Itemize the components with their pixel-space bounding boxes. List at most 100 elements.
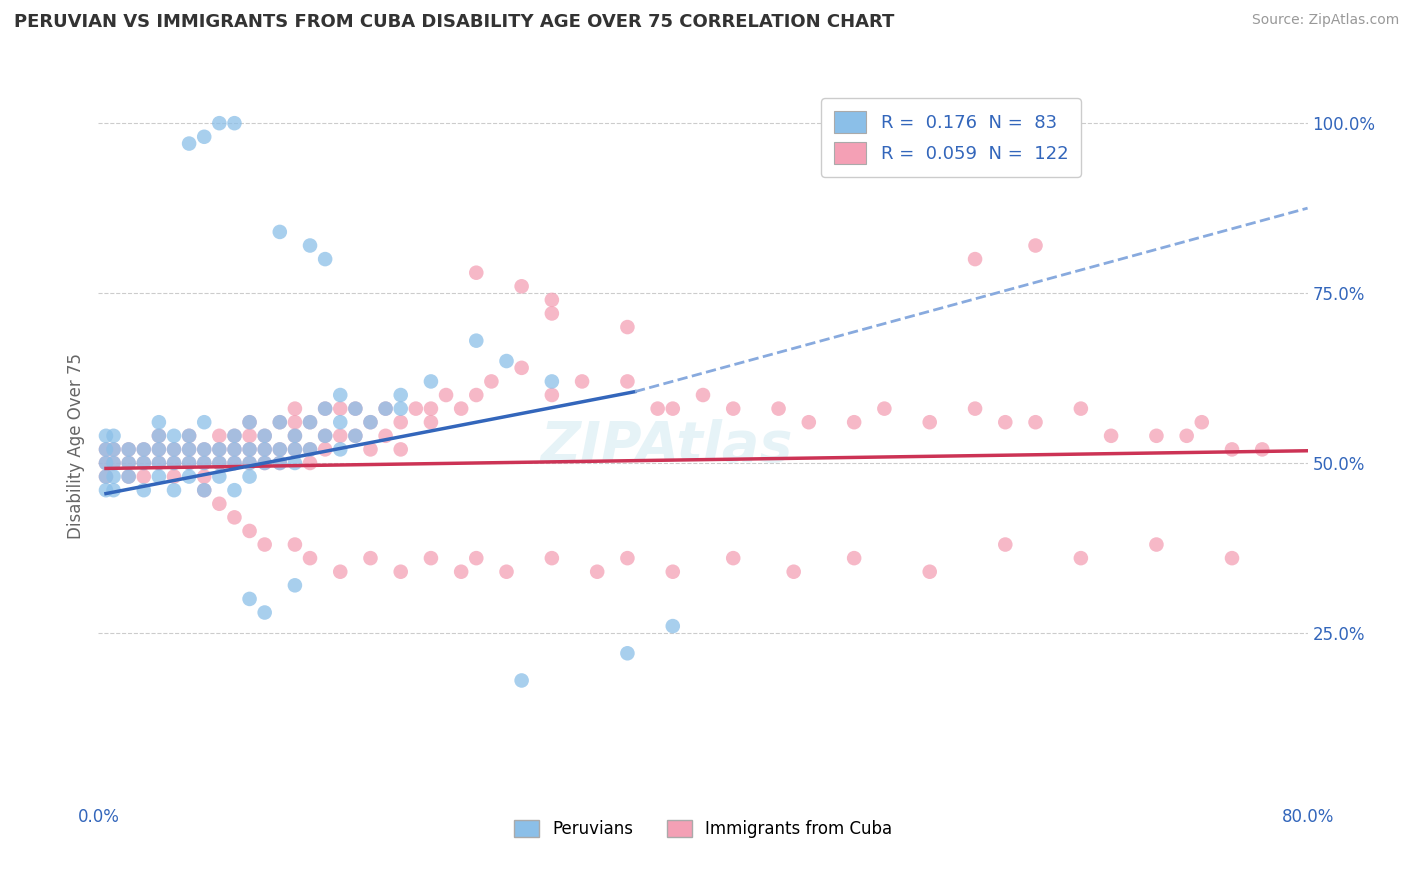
Point [208, 497, 231, 511]
Point [193, 129, 215, 144]
Point [239, 456, 262, 470]
Point [768, 401, 790, 416]
Point [239, 456, 262, 470]
Point [1099, 429, 1122, 443]
Point [844, 415, 866, 429]
Point [94, 429, 117, 443]
Text: PERUVIAN VS IMMIGRANTS FROM CUBA DISABILITY AGE OVER 75 CORRELATION CHART: PERUVIAN VS IMMIGRANTS FROM CUBA DISABIL… [14, 13, 894, 31]
Point [1251, 442, 1274, 457]
Point [965, 401, 987, 416]
Point [269, 415, 291, 429]
Point [118, 469, 141, 483]
Point [299, 415, 322, 429]
Point [299, 456, 322, 470]
Point [374, 401, 396, 416]
Point [103, 483, 125, 498]
Point [873, 401, 896, 416]
Point [103, 442, 125, 457]
Point [179, 456, 201, 470]
Point [193, 483, 215, 498]
Point [224, 116, 246, 130]
Point [103, 456, 125, 470]
Point [193, 456, 215, 470]
Point [389, 415, 412, 429]
Point [344, 429, 367, 443]
Point [163, 456, 186, 470]
Point [208, 442, 231, 457]
Point [299, 442, 322, 457]
Point [94, 456, 117, 470]
Point [1144, 429, 1167, 443]
Point [389, 442, 412, 457]
Point [797, 415, 820, 429]
Point [360, 442, 382, 457]
Point [314, 442, 336, 457]
Point [465, 266, 488, 280]
Point [1144, 537, 1167, 551]
Text: Source: ZipAtlas.com: Source: ZipAtlas.com [1251, 13, 1399, 28]
Point [450, 401, 472, 416]
Point [179, 429, 201, 443]
Point [239, 429, 262, 443]
Point [844, 551, 866, 566]
Point [193, 442, 215, 457]
Point [253, 429, 276, 443]
Point [103, 456, 125, 470]
Point [450, 565, 472, 579]
Point [163, 469, 186, 483]
Point [299, 238, 322, 252]
Point [374, 401, 396, 416]
Point [148, 456, 170, 470]
Point [284, 578, 307, 592]
Point [299, 551, 322, 566]
Point [389, 565, 412, 579]
Point [616, 320, 638, 334]
Point [329, 388, 352, 402]
Point [148, 442, 170, 457]
Point [253, 442, 276, 457]
Point [374, 429, 396, 443]
Point [540, 551, 562, 566]
Point [510, 673, 533, 688]
Point [253, 429, 276, 443]
Point [224, 483, 246, 498]
Point [208, 456, 231, 470]
Point [783, 565, 806, 579]
Point [269, 442, 291, 457]
Point [284, 415, 307, 429]
Point [1175, 429, 1198, 443]
Text: ZIPAtlas: ZIPAtlas [540, 419, 793, 473]
Point [723, 401, 745, 416]
Point [723, 551, 745, 566]
Point [253, 606, 276, 620]
Point [94, 442, 117, 457]
Point [329, 401, 352, 416]
Point [132, 456, 155, 470]
Point [193, 456, 215, 470]
Point [314, 429, 336, 443]
Point [465, 551, 488, 566]
Point [132, 469, 155, 483]
Point [224, 429, 246, 443]
Point [269, 456, 291, 470]
Point [94, 469, 117, 483]
Point [179, 442, 201, 457]
Point [284, 429, 307, 443]
Point [329, 429, 352, 443]
Point [284, 429, 307, 443]
Point [208, 442, 231, 457]
Point [179, 456, 201, 470]
Point [918, 565, 941, 579]
Point [94, 442, 117, 457]
Point [571, 375, 593, 389]
Point [299, 415, 322, 429]
Point [148, 429, 170, 443]
Point [1070, 551, 1092, 566]
Point [269, 442, 291, 457]
Point [465, 388, 488, 402]
Point [540, 375, 562, 389]
Point [314, 401, 336, 416]
Point [360, 415, 382, 429]
Point [163, 429, 186, 443]
Point [118, 469, 141, 483]
